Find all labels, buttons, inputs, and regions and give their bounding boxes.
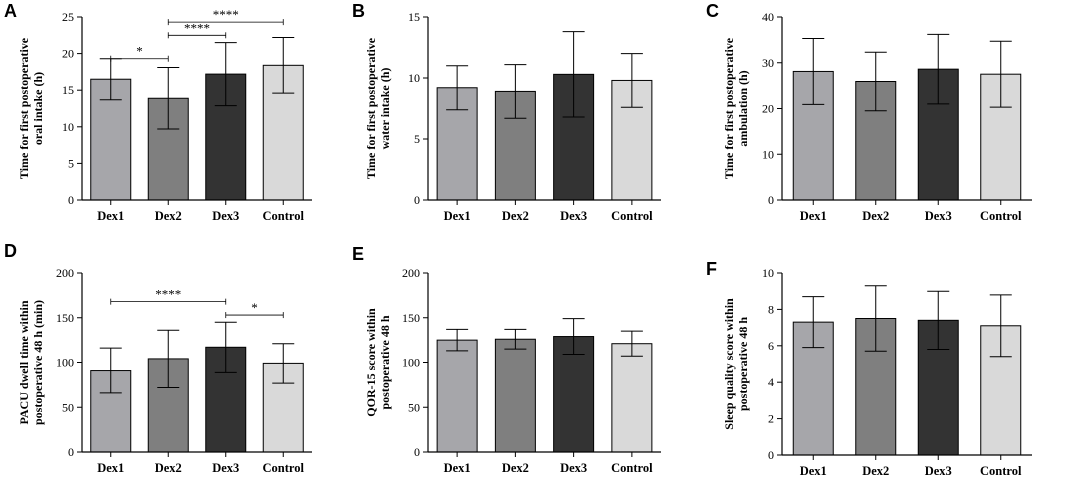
x-tick-label: Dex1 (97, 209, 124, 223)
panel-letter: C (706, 1, 719, 21)
y-axis-title-line: water intake (h) (378, 68, 392, 150)
y-tick-label: 15 (62, 83, 74, 97)
y-tick-label: 0 (414, 193, 420, 207)
panel-d: D PACU dwell time withinpostoperative 48 … (4, 241, 312, 475)
x-tick-label: Dex3 (560, 461, 587, 475)
y-axis-title: Time for first postoperativeoral intake … (17, 37, 45, 179)
y-axis-title: PACU dwell time withinpostoperative 48 h… (17, 300, 45, 425)
y-tick-label: 100 (402, 356, 420, 370)
y-tick-label: 200 (56, 266, 74, 280)
x-tick-label: Dex1 (800, 209, 827, 223)
y-tick-label: 50 (62, 400, 74, 414)
y-tick-label: 2 (768, 412, 774, 426)
panel-letter: E (352, 244, 364, 264)
y-tick-label: 0 (768, 448, 774, 462)
y-axis-title-line: oral intake (h) (31, 72, 45, 145)
x-tick-label: Dex2 (502, 461, 529, 475)
x-tick-label: Dex2 (862, 464, 889, 478)
y-tick-label: 20 (62, 47, 74, 61)
y-axis-title-line: PACU dwell time within (17, 300, 31, 424)
y-axis-title-line: Sleep quality score within (722, 298, 736, 430)
y-axis-title-line: postoperative 48 h (min) (31, 300, 45, 425)
y-tick-label: 0 (68, 193, 74, 207)
y-axis-title-line: Time for first postoperative (364, 37, 378, 179)
x-tick-label: Dex3 (925, 464, 952, 478)
x-tick-label: Control (263, 209, 305, 223)
y-tick-label: 200 (402, 266, 420, 280)
y-tick-label: 150 (56, 311, 74, 325)
significance-label: **** (213, 7, 239, 22)
y-tick-label: 100 (56, 356, 74, 370)
y-tick-label: 6 (768, 339, 774, 353)
panel-e: E QOR-15 score withinpostoperative 48 h 0 5… (352, 244, 661, 475)
y-axis-title-line: postoperative 48 h (736, 317, 750, 411)
panel-letter: A (4, 1, 17, 21)
y-tick-label: 25 (62, 10, 74, 24)
x-tick-label: Dex2 (862, 209, 889, 223)
bar-control (262, 64, 304, 201)
y-tick-label: 0 (68, 445, 74, 459)
y-tick-label: 5 (68, 156, 74, 170)
y-tick-label: 30 (762, 56, 774, 70)
significance-label: **** (184, 20, 210, 35)
y-tick-label: 150 (402, 311, 420, 325)
y-axis-title-line: postoperative 48 h (378, 315, 392, 409)
panel-letter: D (4, 241, 17, 261)
y-axis-title-line: ambulation (h) (736, 70, 750, 146)
x-tick-label: Dex3 (212, 461, 239, 475)
y-tick-label: 10 (62, 120, 74, 134)
y-axis-title: Time for first postoperativeambulation (… (722, 37, 750, 179)
x-tick-label: Dex3 (212, 209, 239, 223)
y-tick-label: 0 (768, 193, 774, 207)
y-tick-label: 10 (408, 71, 420, 85)
y-tick-label: 15 (408, 10, 420, 24)
x-tick-label: Control (980, 209, 1022, 223)
x-tick-label: Dex2 (155, 461, 182, 475)
x-tick-label: Control (263, 461, 305, 475)
y-tick-label: 50 (408, 400, 420, 414)
panel-letter: F (706, 259, 717, 279)
x-tick-label: Dex3 (925, 209, 952, 223)
bar-dex2 (494, 338, 536, 453)
x-tick-label: Control (611, 209, 653, 223)
x-tick-label: Dex3 (560, 209, 587, 223)
y-axis-title-line: QOR-15 score within (364, 308, 378, 417)
x-tick-label: Dex1 (444, 461, 471, 475)
y-axis-title: Time for first postoperativewater intake… (364, 37, 392, 179)
bar-control (611, 343, 653, 453)
significance-label: * (136, 44, 143, 59)
y-tick-label: 10 (762, 147, 774, 161)
y-tick-label: 40 (762, 10, 774, 24)
y-axis-title: Sleep quality score withinpostoperative … (722, 298, 750, 430)
x-tick-label: Dex1 (444, 209, 471, 223)
y-axis-title-line: Time for first postoperative (17, 37, 31, 179)
x-tick-label: Dex2 (155, 209, 182, 223)
panel-b: B Time for first postoperativewater intak… (352, 1, 661, 223)
x-tick-label: Dex2 (502, 209, 529, 223)
y-tick-label: 0 (414, 445, 420, 459)
x-tick-label: Control (980, 464, 1022, 478)
x-tick-label: Control (611, 461, 653, 475)
x-tick-label: Dex1 (800, 464, 827, 478)
y-tick-label: 4 (768, 375, 774, 389)
y-tick-label: 8 (768, 302, 774, 316)
y-axis-title: QOR-15 score withinpostoperative 48 h (364, 308, 392, 417)
bar-dex1 (436, 339, 478, 453)
x-tick-label: Dex1 (97, 461, 124, 475)
panel-letter: B (352, 1, 365, 21)
y-tick-label: 20 (762, 102, 774, 116)
y-tick-label: 10 (762, 266, 774, 280)
significance-label: **** (155, 287, 181, 302)
y-tick-label: 5 (414, 132, 420, 146)
significance-label: * (251, 300, 258, 315)
y-axis-title-line: Time for first postoperative (722, 37, 736, 179)
